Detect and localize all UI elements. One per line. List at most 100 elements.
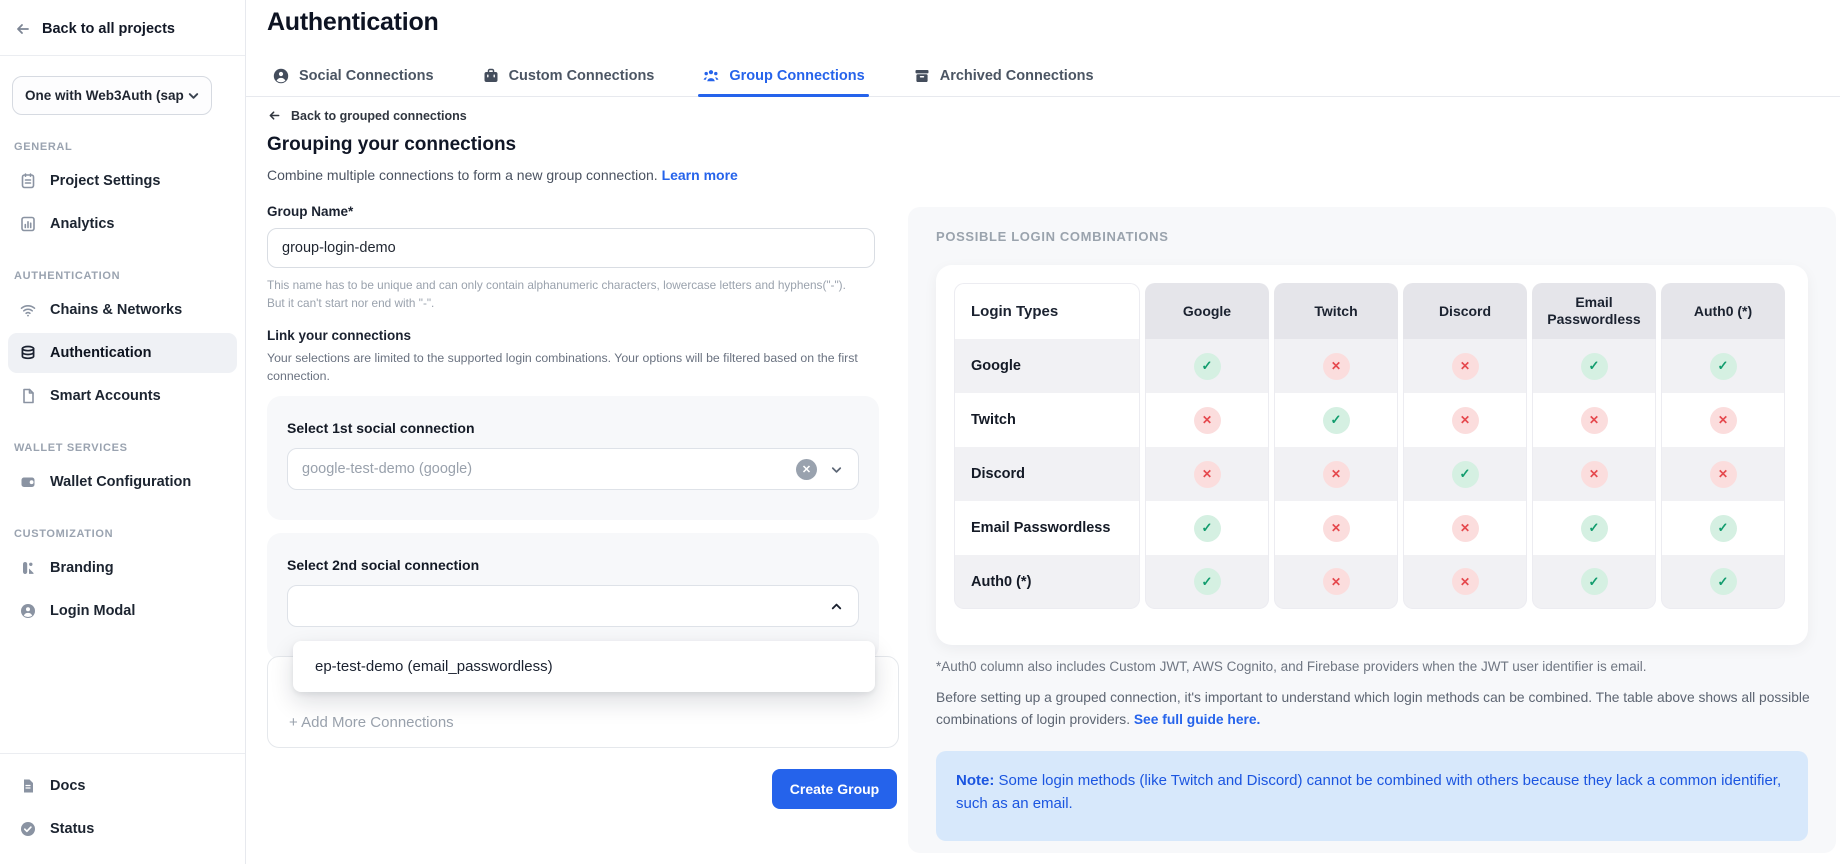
tab-label: Social Connections [299, 68, 434, 84]
project-selector[interactable]: One with Web3Auth (sap [12, 76, 212, 115]
x-icon: ✕ [1451, 568, 1479, 595]
x-icon: ✕ [1322, 514, 1350, 542]
chevron-up-icon [831, 603, 842, 609]
table-header-cell: Discord [1403, 283, 1527, 339]
tab-social-connections[interactable]: Social Connections [272, 56, 434, 96]
grouping-description: Combine multiple connections to form a n… [267, 167, 738, 183]
tab-label: Group Connections [729, 68, 865, 84]
check-icon: ✓ [1451, 460, 1479, 488]
sidebar-item-login-modal[interactable]: Login Modal [8, 591, 237, 631]
file-icon [23, 388, 34, 404]
archive-box-icon [915, 70, 929, 82]
note-text: Some login methods (like Twitch and Disc… [956, 772, 1782, 813]
x-icon: ✕ [1580, 406, 1608, 434]
sidebar-item-wallet-configuration[interactable]: Wallet Configuration [8, 462, 237, 502]
project-selector-value: One with Web3Auth (sap [25, 88, 184, 103]
sidebar-item-docs[interactable]: Docs [8, 766, 237, 806]
tab-archived-connections[interactable]: Archived Connections [913, 56, 1094, 96]
table-header-cell: Twitch [1274, 283, 1398, 339]
table-cell: ✓ [1274, 393, 1398, 447]
table-cell: ✕ [1274, 447, 1398, 501]
brush-icon [23, 562, 34, 574]
table-header-login-types: Login Types [954, 283, 1140, 339]
create-group-button[interactable]: Create Group [772, 769, 897, 809]
table-cell: ✕ [1403, 393, 1527, 447]
link-connections-label: Link your connections [267, 328, 412, 343]
sidebar-item-chains-networks[interactable]: Chains & Networks [8, 290, 237, 330]
sidebar-item-authentication[interactable]: Authentication [8, 333, 237, 373]
sidebar-item-analytics[interactable]: Analytics [8, 204, 237, 244]
select-first-connection-label: Select 1st social connection [287, 420, 475, 436]
document-icon [24, 779, 33, 793]
connection-dropdown: ep-test-demo (email_passwordless) [293, 641, 875, 692]
table-column: Twitch ✕ ✓ ✕ ✕ ✕ [1274, 283, 1398, 609]
tab-bar: Social Connections Custom Connections Gr… [246, 56, 1840, 97]
select-second-connection-label: Select 2nd social connection [287, 557, 480, 573]
check-icon: ✓ [1709, 514, 1737, 542]
sidebar-item-label: Authentication [50, 345, 152, 361]
table-row-label: Discord [954, 447, 1140, 501]
sidebar-item-label: Branding [50, 560, 114, 576]
table-row-label: Google [954, 339, 1140, 393]
sidebar-item-label: Wallet Configuration [50, 474, 192, 490]
sidebar-section-general: GENERAL [14, 141, 73, 153]
tab-group-connections[interactable]: Group Connections [698, 56, 870, 97]
clear-selection-icon[interactable]: ✕ [796, 458, 817, 480]
sidebar-item-project-settings[interactable]: Project Settings [8, 161, 237, 201]
group-name-input[interactable] [267, 228, 875, 268]
sidebar-section-wallet-services: WALLET SERVICES [14, 442, 128, 454]
sidebar-item-smart-accounts[interactable]: Smart Accounts [8, 376, 237, 416]
add-more-connections-button[interactable]: + Add More Connections [289, 714, 454, 731]
sidebar-divider [0, 55, 245, 56]
table-header-cell: Email Passwordless [1532, 283, 1656, 339]
table-header-cell: Auth0 (*) [1661, 283, 1785, 339]
group-name-help: This name has to be unique and can only … [267, 278, 846, 311]
sidebar-footer-divider [0, 753, 245, 754]
auth0-footnote: *Auth0 column also includes Custom JWT, … [936, 659, 1647, 674]
learn-more-link[interactable]: Learn more [661, 167, 738, 183]
group-name-label: Group Name* [267, 204, 354, 219]
table-cell: ✕ [1403, 555, 1527, 609]
check-icon: ✓ [1193, 352, 1221, 380]
people-group-icon [703, 70, 719, 82]
dropdown-option-ep-test-demo[interactable]: ep-test-demo (email_passwordless) [315, 658, 553, 675]
full-guide-link[interactable]: See full guide here. [1133, 712, 1261, 728]
sidebar-item-label: Smart Accounts [50, 388, 161, 404]
tab-custom-connections[interactable]: Custom Connections [482, 56, 655, 96]
x-icon: ✕ [1451, 352, 1479, 380]
table-cell: ✓ [1145, 339, 1269, 393]
table-cell: ✕ [1274, 501, 1398, 555]
login-combinations-panel: POSSIBLE LOGIN COMBINATIONS Login Types G… [908, 207, 1836, 853]
tab-label: Custom Connections [508, 68, 655, 84]
table-column: Discord ✕ ✕ ✓ ✕ ✕ [1403, 283, 1527, 609]
table-cell: ✓ [1403, 447, 1527, 501]
second-connection-select[interactable] [287, 585, 859, 627]
table-cell: ✕ [1274, 555, 1398, 609]
table-cell: ✕ [1145, 447, 1269, 501]
back-to-grouped-connections-label: Back to grouped connections [291, 108, 467, 123]
link-connections-help: Your selections are limited to the suppo… [267, 351, 858, 384]
x-icon: ✕ [1709, 460, 1737, 488]
sidebar-item-label: Analytics [50, 216, 115, 232]
sidebar-item-branding[interactable]: Branding [8, 548, 237, 588]
table-cell: ✕ [1661, 447, 1785, 501]
check-icon: ✓ [1709, 568, 1737, 595]
note-box: Note: Some login methods (like Twitch an… [936, 751, 1808, 841]
first-connection-value: google-test-demo (google) [302, 461, 473, 477]
sidebar-item-label: Docs [50, 778, 86, 794]
check-icon: ✓ [1709, 352, 1737, 380]
combinations-table-card: Login Types Google Twitch Discord Email Pass… [936, 265, 1808, 645]
table-row-label: Twitch [954, 393, 1140, 447]
first-connection-select[interactable]: google-test-demo (google) ✕ [287, 448, 859, 490]
sidebar-item-status[interactable]: Status [8, 809, 237, 849]
table-cell: ✓ [1661, 339, 1785, 393]
table-cell: ✓ [1532, 339, 1656, 393]
back-to-all-projects-link[interactable]: Back to all projects [0, 0, 245, 38]
table-cell: ✕ [1661, 393, 1785, 447]
grouping-heading: Grouping your connections [267, 134, 517, 155]
page-title: Authentication [267, 8, 439, 36]
wifi-icon [20, 305, 36, 317]
back-to-grouped-connections-link[interactable]: Back to grouped connections [267, 108, 467, 123]
check-icon: ✓ [1580, 568, 1608, 595]
